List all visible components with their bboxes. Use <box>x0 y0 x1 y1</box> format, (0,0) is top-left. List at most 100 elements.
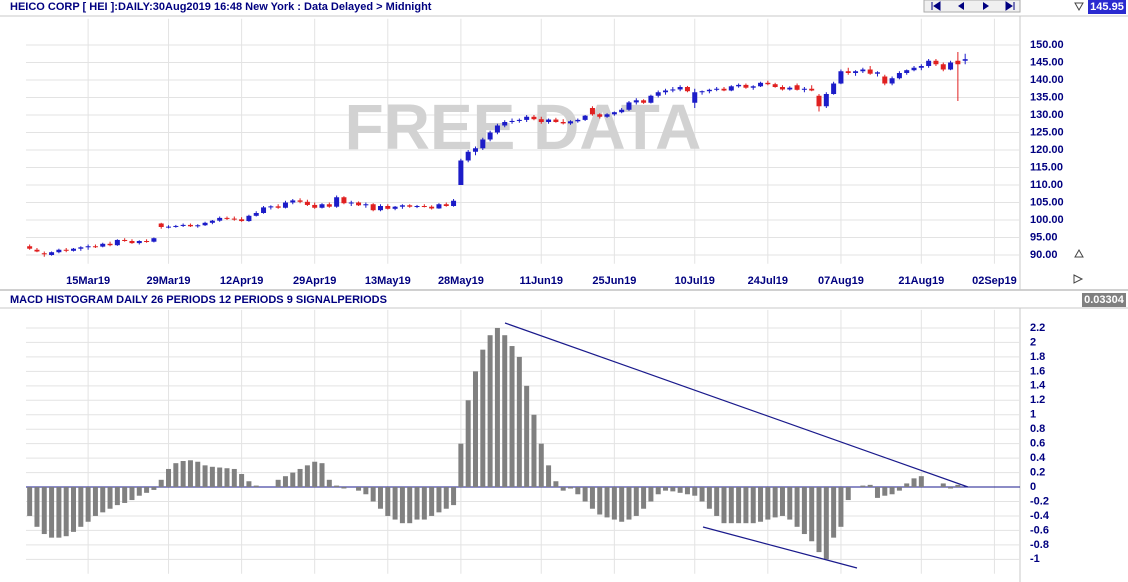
nav-first[interactable] <box>931 1 941 11</box>
x-tick-label: 21Aug19 <box>898 275 944 287</box>
candle-body <box>926 60 932 66</box>
nav-bar[interactable] <box>923 0 1021 13</box>
bar <box>180 461 186 488</box>
bar <box>136 487 142 496</box>
x-tick-label: 02Sep19 <box>972 275 1017 287</box>
bar <box>728 487 734 524</box>
candle-body <box>392 206 398 209</box>
candle-body <box>421 206 427 207</box>
y-tick-label: 135.00 <box>1030 91 1064 103</box>
candle-body <box>231 218 237 220</box>
bar <box>326 479 332 488</box>
y-tick-label: 1.6 <box>1030 365 1045 377</box>
bar <box>758 487 764 522</box>
candle-body <box>385 206 391 209</box>
candle-body <box>71 248 77 251</box>
bar <box>823 487 829 560</box>
candle-body <box>363 204 369 206</box>
y-tick-label: 0 <box>1030 481 1036 493</box>
candle-body <box>297 200 303 202</box>
bar <box>356 487 362 491</box>
bar <box>421 487 427 520</box>
candle-body <box>626 102 632 110</box>
nav-prev[interactable] <box>958 2 964 10</box>
bar <box>312 461 318 488</box>
bar <box>845 487 851 501</box>
last-value: 145.95 <box>1090 1 1124 13</box>
bar <box>377 487 383 509</box>
bar <box>129 487 135 501</box>
bar <box>911 478 917 488</box>
bar <box>743 487 749 524</box>
candle-body <box>27 246 33 249</box>
candle-body <box>677 87 683 90</box>
bar <box>582 487 588 502</box>
bar <box>494 327 500 488</box>
y-tick-label: 1 <box>1030 409 1036 421</box>
bar <box>443 487 449 509</box>
nav-last[interactable] <box>1005 1 1015 11</box>
marks-layer: 90.00 95.00 100.00 105.00 110.00 115.00 120.00… <box>27 39 1064 565</box>
candle-body <box>487 132 493 140</box>
bar <box>187 460 193 488</box>
bar <box>948 487 954 489</box>
candle-body <box>151 238 157 242</box>
candle-body <box>684 87 690 92</box>
bar <box>736 487 742 524</box>
y-tick-label: 2.2 <box>1030 322 1045 334</box>
candle-body <box>136 241 142 244</box>
candle-body <box>575 119 581 122</box>
bar <box>282 476 288 488</box>
bar <box>195 461 201 488</box>
candle-body <box>92 246 98 248</box>
candle-body <box>268 206 274 208</box>
bar <box>392 487 398 520</box>
candle-body <box>692 92 698 103</box>
bar <box>509 346 515 488</box>
bar <box>224 468 230 488</box>
candle-body <box>867 69 873 74</box>
chart-title: HEICO CORP [ HEI ]:DAILY:30Aug2019 16:48… <box>10 1 432 13</box>
candle-body <box>341 197 347 204</box>
bar <box>92 487 98 516</box>
y-tick-label: 110.00 <box>1030 179 1063 191</box>
trend-line <box>504 322 969 488</box>
candle-body <box>589 108 595 115</box>
bar <box>648 487 654 502</box>
candle-body <box>290 200 296 203</box>
bar <box>765 487 771 520</box>
bar <box>144 487 150 493</box>
y-tick-label: 1.4 <box>1030 380 1046 392</box>
bar <box>231 468 237 488</box>
nav-next[interactable] <box>983 2 989 10</box>
bar <box>472 371 478 488</box>
grid-layer <box>26 18 1020 574</box>
candle-body <box>641 100 647 103</box>
candle-body <box>253 213 259 216</box>
bar <box>801 487 807 535</box>
bar <box>502 335 508 488</box>
bar <box>202 465 208 488</box>
scroll-icon[interactable] <box>1074 248 1084 258</box>
scroll-icon[interactable] <box>1073 274 1084 284</box>
bar <box>385 487 391 516</box>
candle-body <box>794 85 800 90</box>
candle-body <box>538 119 544 122</box>
bar <box>41 487 47 535</box>
bar <box>779 487 785 516</box>
bar <box>538 443 544 488</box>
candle-body <box>144 241 150 242</box>
candle-body <box>779 87 785 90</box>
candle-body <box>261 207 267 213</box>
y-tick-label: 140.00 <box>1030 74 1064 86</box>
bar <box>78 487 84 527</box>
candle-body <box>370 204 376 211</box>
candle-body <box>882 76 888 84</box>
bar <box>209 466 215 488</box>
candle-body <box>239 219 245 222</box>
nav-buttons[interactable] <box>923 0 1021 13</box>
scroll-icon[interactable] <box>1074 2 1084 12</box>
candle-body <box>122 239 128 241</box>
candle-body <box>524 116 530 120</box>
